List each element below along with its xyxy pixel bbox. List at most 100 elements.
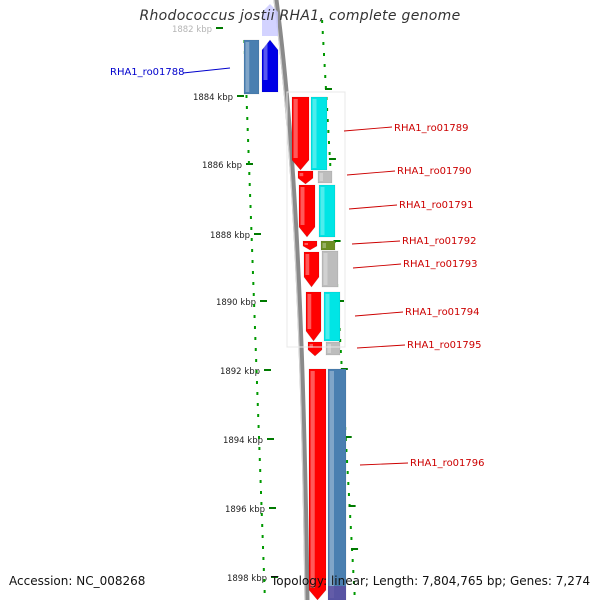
ruler-dot — [250, 227, 253, 230]
cds-bar[interactable] — [318, 184, 336, 238]
ruler-tick-label: 1890 kbp — [216, 298, 256, 308]
ruler-dot — [340, 361, 343, 364]
gene-label[interactable]: RHA1_ro01793 — [403, 259, 478, 270]
ruler-dot — [324, 75, 327, 78]
gene-arrow[interactable] — [307, 341, 323, 357]
ruler-dot — [321, 20, 324, 23]
ruler-dot — [257, 414, 260, 417]
gene-arrow[interactable] — [291, 96, 310, 171]
gene-track — [243, 4, 347, 600]
cds-bar[interactable] — [323, 291, 341, 342]
gene-RHA1_ro01794[interactable] — [305, 291, 341, 342]
cds-bar[interactable] — [327, 368, 347, 600]
ruler-dot — [254, 348, 257, 351]
cds-bar-shine — [325, 294, 330, 339]
gene-RHA1_ro01790[interactable] — [297, 170, 333, 185]
ruler-dot — [322, 42, 325, 45]
ruler-dot — [346, 460, 349, 463]
gene-arrow[interactable] — [305, 291, 322, 342]
ruler-dot — [250, 238, 253, 241]
gene-RHA1_ro01795[interactable] — [307, 341, 341, 357]
ruler-dot — [327, 130, 330, 133]
gene-arrow-shine — [304, 243, 308, 245]
ruler-dot — [249, 216, 252, 219]
gene-arrow-shine — [309, 344, 313, 348]
gene-RHA1_ro01791[interactable] — [298, 184, 336, 238]
gene-arrow[interactable] — [302, 240, 318, 251]
gene-RHA1_ro01796[interactable] — [308, 368, 347, 600]
ruler-dot — [262, 557, 265, 560]
gene-arrow[interactable] — [303, 251, 320, 288]
cds-bar-shine — [319, 173, 323, 181]
gene-label[interactable]: RHA1_ro01795 — [407, 340, 482, 351]
ruler-dot — [259, 469, 262, 472]
label-leader-line — [348, 204, 398, 210]
ruler-dot — [252, 282, 255, 285]
ruler-dot — [263, 579, 266, 582]
ruler-tick-label: 1888 kbp — [210, 231, 250, 241]
cds-bar-shine — [312, 99, 317, 168]
ruler-dot — [245, 106, 248, 109]
gene-arrow[interactable] — [261, 39, 279, 93]
gene-cap-faded — [262, 4, 278, 36]
gene-label[interactable]: RHA1_ro01788 — [110, 67, 185, 78]
ruler-dot — [257, 436, 260, 439]
ruler-dot — [246, 117, 249, 120]
cds-bar[interactable] — [310, 96, 328, 171]
ruler-dot — [262, 546, 265, 549]
gene-label[interactable]: RHA1_ro01796 — [410, 458, 485, 469]
ruler-dot — [324, 86, 327, 89]
genome-backbone-highlight — [273, 0, 306, 600]
label-leader-line — [352, 263, 402, 269]
ruler-dot — [262, 568, 265, 571]
ruler-tick-label: 1898 kbp — [227, 574, 267, 584]
label-leader-line — [351, 240, 401, 245]
gene-arrow[interactable] — [298, 184, 316, 238]
ruler-dot — [248, 172, 251, 175]
ruler-tick-label: 1886 kbp — [202, 161, 242, 171]
cds-bar[interactable] — [320, 240, 336, 251]
ruler-dot — [258, 447, 261, 450]
label-leader-line — [356, 344, 406, 349]
ruler-dot — [353, 592, 356, 595]
ruler-minor-tick — [351, 548, 359, 550]
gene-label[interactable]: RHA1_ro01791 — [399, 200, 474, 211]
ruler-dot — [261, 524, 264, 527]
label-leader-line — [354, 311, 404, 317]
gene-label[interactable]: RHA1_ro01794 — [405, 307, 480, 318]
gene-label[interactable]: RHA1_ro01789 — [394, 123, 469, 134]
ruler-dot — [258, 458, 261, 461]
ruler-dot — [349, 515, 352, 518]
ruler-dot — [251, 260, 254, 263]
ruler-dot — [249, 194, 252, 197]
ruler-tick-label: 1884 kbp — [193, 93, 233, 103]
gene-label[interactable]: RHA1_ro01790 — [397, 166, 472, 177]
label-leader-line — [359, 462, 409, 466]
ruler-dot — [327, 141, 330, 144]
gene-RHA1_ro01788[interactable] — [243, 39, 279, 95]
gene-arrow[interactable] — [297, 170, 314, 185]
ruler-dot — [253, 326, 256, 329]
gene-RHA1_ro01789[interactable] — [291, 96, 328, 171]
cds-bar[interactable] — [325, 341, 341, 356]
ruler-tick-label: 1892 kbp — [220, 367, 260, 377]
gene-arrow[interactable] — [308, 368, 327, 600]
gene-label[interactable]: RHA1_ro01792 — [402, 236, 477, 247]
gene-labels: RHA1_ro01788 RHA1_ro01789 RHA1_ro01790 RHA1… — [110, 67, 485, 469]
cds-bar-shine — [323, 253, 328, 285]
cds-bar[interactable] — [321, 250, 339, 288]
cds-bar[interactable] — [243, 39, 260, 95]
ruler-dot — [339, 339, 342, 342]
ruler-dot — [345, 449, 348, 452]
cds-bar[interactable] — [317, 170, 333, 184]
gene-RHA1_ro01793[interactable] — [303, 250, 339, 288]
gene-RHA1_ro01792[interactable] — [302, 240, 336, 251]
ruler-dot — [257, 425, 260, 428]
accession-text: Accession: NC_008268 — [9, 574, 146, 588]
ruler-dot — [347, 493, 350, 496]
genome-title: Rhodococcus jostii RHA1, complete genome — [139, 8, 461, 24]
ruler-dot — [252, 293, 255, 296]
cds-bar-shine — [327, 344, 331, 353]
